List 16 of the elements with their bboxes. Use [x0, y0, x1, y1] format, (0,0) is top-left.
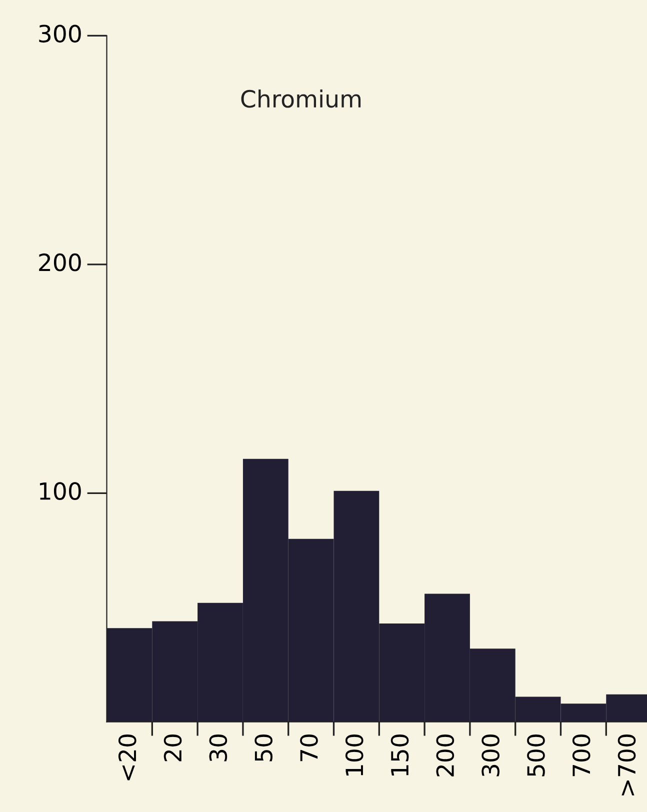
x-tick-label: 50 [254, 734, 272, 762]
x-tick-label: 20 [164, 734, 182, 762]
text: Chromium [241, 89, 361, 108]
x-tick-label: 30 [209, 734, 228, 762]
x-tick-label: 70 [300, 734, 318, 762]
x-tick-label: >700 [618, 734, 636, 796]
x-tick-label: 300 [482, 734, 500, 776]
x-tick-label: 500 [527, 734, 545, 776]
y-tick-label: 100 [40, 482, 81, 500]
x-tick-label: <20 [118, 734, 136, 780]
x-tick-label: 700 [572, 734, 590, 776]
y-tick-label: 300 [39, 24, 81, 43]
x-tick-label: 200 [436, 734, 454, 776]
y-tick-label: 200 [39, 253, 81, 272]
x-tick-label: 150 [390, 734, 409, 776]
x-tick-label: 100 [345, 734, 364, 776]
